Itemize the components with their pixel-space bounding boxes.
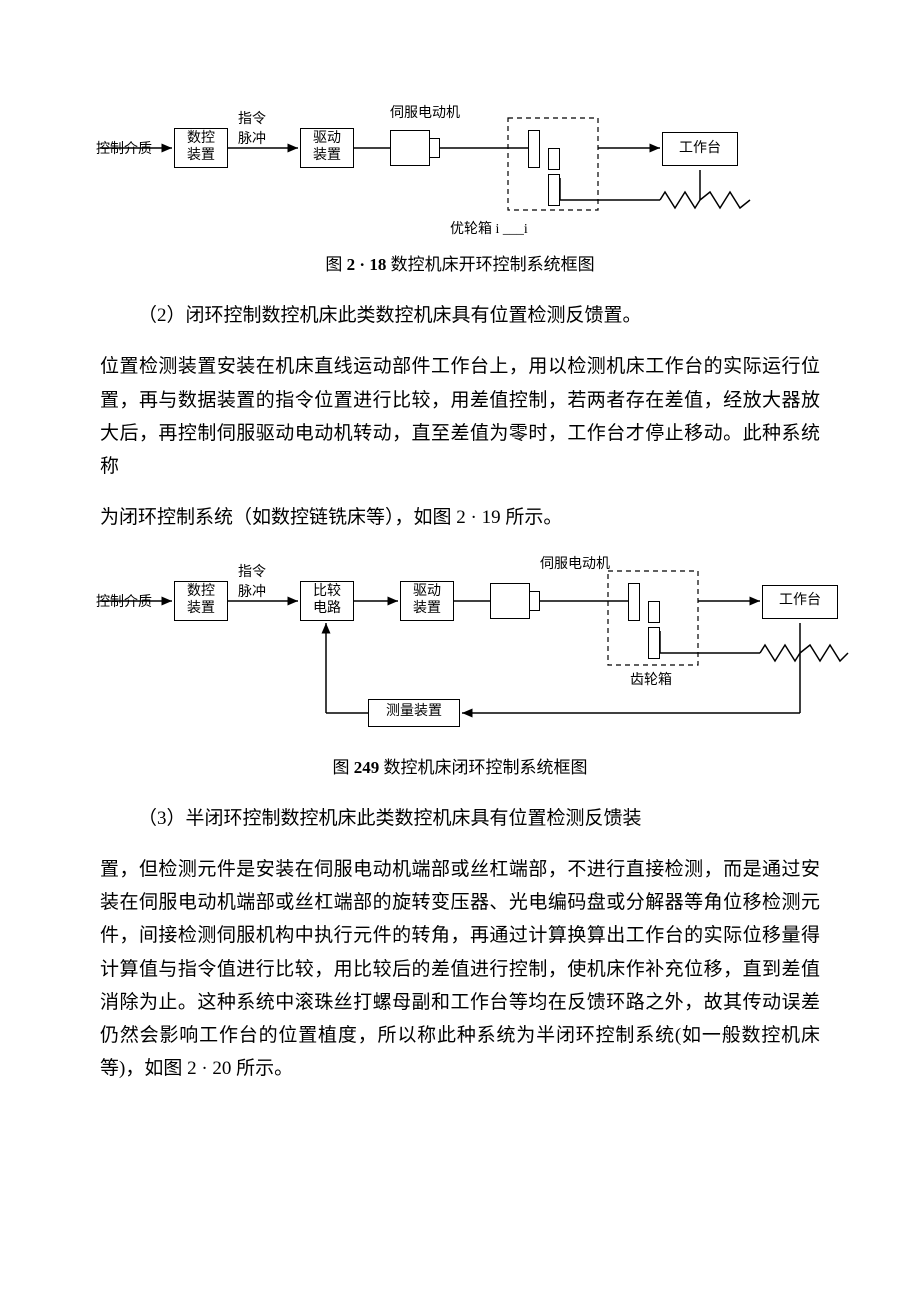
paragraph-3-1: （3）半闭环控制数控机床此类数控机床具有位置检测反馈装 [100,802,820,835]
paragraph-2-1: （2）闭环控制数控机床此类数控机床具有位置检测反馈置。 [100,299,820,332]
control-medium-label: 控制介质 [96,138,152,158]
paragraph-3-2: 置，但检测元件是安装在伺服电动机端部或丝杠端部，不进行直接检测，而是通过安装在伺… [100,853,820,1086]
diagram-2: 控制介质 数控 装置 指令 脉冲 比较 电路 驱动 装置 伺服电动机 齿轮箱 工… [100,553,860,743]
cmd-pulse-label: 指令 脉冲 [238,108,266,148]
servo-motor-label-2: 伺服电动机 [540,553,610,573]
cmd-pulse-label-2: 指令 脉冲 [238,561,266,601]
drive-device-block-2: 驱动 装置 [400,581,454,621]
compare-circuit-block: 比较 电路 [300,581,354,621]
para4-text: 半闭环控制数控机床此类数控机床具有位置检测反馈装 [186,808,642,829]
servo-motor-box [390,130,430,166]
diagram-2-caption: 图 249 数控机床闭环控制系统框图 [100,753,820,778]
gearbox-icon-2 [620,583,680,643]
nc-device-block-2: 数控 装置 [174,581,228,621]
caption-1-text: 数控机床开环控制系统框图 [386,255,594,274]
diagram-1-caption: 图 2 · 18 数控机床开环控制系统框图 [100,250,820,275]
paragraph-2-2: 位置检测装置安装在机床直线运动部件工作台上，用以检测机床工作台的实际运行位置，再… [100,350,820,483]
caption-2-prefix: 图 [333,758,354,777]
caption-1-prefix: 图 [325,255,346,274]
drive-device-block: 驱动 装置 [300,128,354,168]
caption-2-num: 249 [354,758,380,777]
diagram-1: 控制介质 数控 装置 指令 脉冲 驱动 装置 伺服电动机 工作台 优轮箱 i _… [100,100,820,240]
worktable-block: 工作台 [662,132,738,166]
servo-motor-end-2 [530,591,540,611]
servo-motor-box-2 [490,583,530,619]
gearbox-label-2: 齿轮箱 [630,669,672,689]
para1-prefix: （2） [138,305,186,326]
caption-2-text: 数控机床闭环控制系统框图 [379,758,587,777]
servo-motor-end [430,138,440,158]
gearbox-label: 优轮箱 i ___i [450,218,528,238]
gearbox-icon [520,130,580,190]
diagram-1-wrapper: 控制介质 数控 装置 指令 脉冲 驱动 装置 伺服电动机 工作台 优轮箱 i _… [100,100,820,240]
worktable-block-2: 工作台 [762,585,838,619]
nc-device-block: 数控 装置 [174,128,228,168]
caption-1-num: 2 · 18 [347,255,387,274]
measure-device-block: 测量装置 [368,699,460,727]
paragraph-2-3: 为闭环控制系统（如数控链铣床等），如图 2 · 19 所示。 [100,501,820,534]
control-medium-label-2: 控制介质 [96,591,152,611]
diagram-2-wrapper: 控制介质 数控 装置 指令 脉冲 比较 电路 驱动 装置 伺服电动机 齿轮箱 工… [100,553,820,743]
para4-prefix: （3） [138,808,186,829]
para1-text: 闭环控制数控机床此类数控机床具有位置检测反馈置。 [186,305,642,326]
servo-motor-label: 伺服电动机 [390,102,460,122]
